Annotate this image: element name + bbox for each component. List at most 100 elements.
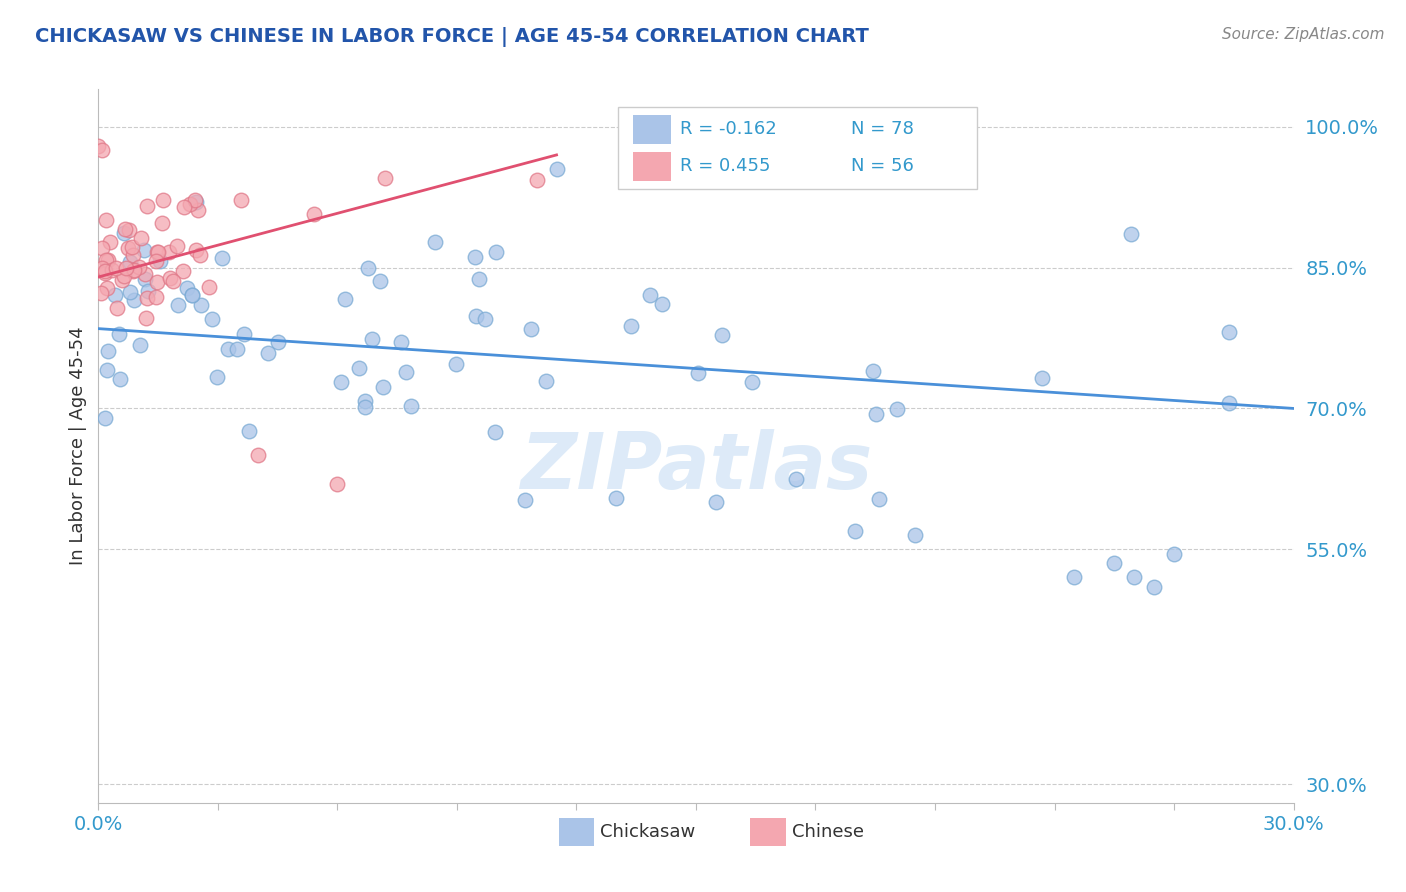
Point xyxy=(246,449,269,463)
Point xyxy=(91,143,114,157)
Point xyxy=(179,197,201,211)
Point xyxy=(354,400,377,414)
Point xyxy=(619,319,641,334)
Point xyxy=(368,274,391,288)
Text: Chickasaw: Chickasaw xyxy=(600,823,696,841)
Point xyxy=(865,407,887,421)
Point xyxy=(353,393,375,408)
Point xyxy=(201,311,224,326)
Point xyxy=(330,375,353,389)
Point xyxy=(546,161,568,176)
Point xyxy=(186,243,208,257)
Point xyxy=(114,222,136,236)
Point xyxy=(87,138,110,153)
Point xyxy=(326,476,349,491)
Point xyxy=(104,288,127,302)
Point xyxy=(399,399,422,413)
Point xyxy=(464,309,486,323)
Point xyxy=(844,524,866,538)
Point xyxy=(94,263,117,277)
Point xyxy=(197,280,219,294)
Point xyxy=(741,375,763,389)
Point xyxy=(302,207,325,221)
Point xyxy=(136,199,159,213)
Point xyxy=(190,298,212,312)
Point xyxy=(172,263,194,277)
Point xyxy=(152,193,174,207)
Point xyxy=(474,311,496,326)
FancyBboxPatch shape xyxy=(633,115,671,144)
Point xyxy=(211,251,233,265)
Point xyxy=(1143,580,1166,594)
Point xyxy=(146,245,169,260)
Point xyxy=(181,288,204,302)
Point xyxy=(118,285,141,299)
Point xyxy=(134,268,156,282)
Text: N = 78: N = 78 xyxy=(852,120,914,138)
Point xyxy=(129,338,152,352)
Point xyxy=(347,360,370,375)
Point xyxy=(904,528,927,542)
Point xyxy=(96,363,118,377)
Point xyxy=(374,171,396,186)
Point xyxy=(149,254,172,268)
Point xyxy=(97,344,120,359)
Point xyxy=(129,231,152,245)
Text: CHICKASAW VS CHINESE IN LABOR FORCE | AGE 45-54 CORRELATION CHART: CHICKASAW VS CHINESE IN LABOR FORCE | AG… xyxy=(35,27,869,46)
Point xyxy=(157,244,180,259)
Point xyxy=(868,491,890,506)
Point xyxy=(536,374,558,388)
Point xyxy=(104,260,127,275)
Point xyxy=(112,269,135,284)
Point xyxy=(389,334,412,349)
Point xyxy=(360,332,382,346)
Point xyxy=(651,297,673,311)
Point xyxy=(1119,227,1142,241)
Point xyxy=(117,241,139,255)
Point xyxy=(1063,570,1085,584)
Point xyxy=(90,286,112,301)
Point xyxy=(98,235,121,249)
Point xyxy=(187,202,209,217)
Point xyxy=(159,270,181,285)
Point xyxy=(485,244,508,259)
Point xyxy=(1163,547,1185,561)
Point xyxy=(464,250,486,264)
Point xyxy=(484,425,506,439)
Point xyxy=(785,472,807,486)
Point xyxy=(638,288,661,302)
Text: R = 0.455: R = 0.455 xyxy=(681,157,770,175)
Point xyxy=(112,226,135,240)
Point xyxy=(135,311,157,326)
Text: N = 56: N = 56 xyxy=(852,157,914,175)
Point xyxy=(257,346,280,360)
Point xyxy=(152,216,174,230)
Point xyxy=(114,261,136,276)
Point xyxy=(94,253,117,268)
Point xyxy=(335,292,357,306)
Point xyxy=(167,298,190,312)
Point xyxy=(229,193,252,207)
Point xyxy=(132,243,155,257)
FancyBboxPatch shape xyxy=(749,819,786,846)
Point xyxy=(100,263,122,277)
Point xyxy=(205,369,228,384)
Point xyxy=(122,248,145,262)
FancyBboxPatch shape xyxy=(633,153,671,181)
Point xyxy=(186,194,208,209)
Point xyxy=(1123,570,1146,584)
Point xyxy=(91,261,114,276)
Point xyxy=(135,291,157,305)
Point xyxy=(513,492,536,507)
Point xyxy=(704,495,727,509)
Point xyxy=(526,172,548,186)
Point xyxy=(886,402,908,417)
FancyBboxPatch shape xyxy=(619,107,977,189)
Point xyxy=(122,263,145,277)
Point xyxy=(121,240,143,254)
Point xyxy=(188,248,211,262)
Point xyxy=(145,275,167,289)
Point xyxy=(134,272,156,286)
Text: R = -0.162: R = -0.162 xyxy=(681,120,778,138)
Text: ZIPatlas: ZIPatlas xyxy=(520,429,872,506)
